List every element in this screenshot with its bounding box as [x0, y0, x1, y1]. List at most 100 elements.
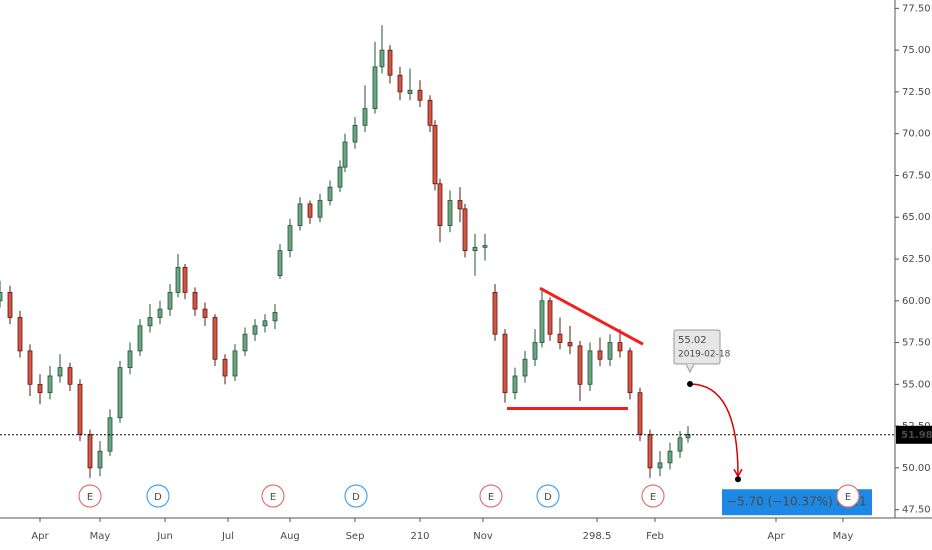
candle-body: [242, 333, 248, 352]
candle-body: [462, 208, 468, 252]
candle-body: [427, 99, 433, 126]
candle-body: [539, 300, 545, 343]
candle-body: [272, 312, 278, 322]
candle-body: [47, 375, 53, 394]
x-tick-label: Jul: [221, 531, 234, 542]
candle-body: [492, 292, 498, 335]
candle-body: [577, 345, 583, 385]
candle-body: [57, 367, 63, 377]
candle-body: [567, 342, 573, 347]
candle-body: [307, 203, 313, 218]
candle-body: [447, 200, 453, 226]
candle-body: [379, 49, 385, 68]
event-marker: [261, 484, 285, 508]
candle-body: [557, 333, 563, 343]
candle-body: [127, 350, 133, 369]
event-label: D: [154, 492, 162, 503]
candle-body: [457, 200, 463, 210]
candle-body: [327, 186, 333, 201]
candle-body: [637, 392, 643, 435]
forecast-date: 2019-02-18: [678, 349, 731, 359]
candle-body: [137, 325, 143, 352]
y-tick-label: 75.00: [902, 45, 931, 56]
event-marker: [479, 484, 503, 508]
x-tick-label: Nov: [473, 531, 493, 542]
forecast-result: −5.70 (−10.37%) in 21: [727, 495, 867, 509]
candle-body: [192, 292, 198, 310]
x-tick-label: Sep: [346, 531, 365, 542]
candle-body: [547, 300, 553, 335]
candle-body: [407, 89, 413, 94]
candle-body: [202, 308, 208, 318]
candle-body: [647, 434, 653, 469]
tooltip-pointer: [685, 363, 695, 374]
event-marker: [78, 484, 102, 508]
candle-body: [677, 437, 683, 452]
x-tick-label: Feb: [646, 531, 664, 542]
x-tick-label: May: [90, 531, 111, 542]
candle-body: [417, 89, 423, 101]
candle-body: [617, 342, 623, 352]
candle-body: [432, 124, 438, 185]
forecast-tooltip: [673, 329, 721, 365]
candle-body: [502, 333, 508, 394]
candle-body: [607, 342, 613, 360]
candle-body: [512, 375, 518, 394]
candle-body: [317, 200, 323, 218]
event-label: D: [544, 492, 552, 503]
candle-body: [182, 266, 188, 293]
price-label-box: [896, 425, 932, 444]
candle-body: [77, 383, 83, 435]
event-marker: [641, 484, 665, 508]
candle-body: [352, 124, 358, 143]
y-tick-label: 70.00: [902, 129, 931, 140]
candle-body: [252, 325, 258, 335]
candle-body: [277, 250, 283, 277]
candle-body: [532, 342, 538, 360]
candle-body: [0, 292, 3, 302]
price-label: 51.98: [901, 430, 932, 441]
candle-body: [262, 320, 268, 327]
event-label: E: [488, 492, 494, 503]
forecast-start: [687, 380, 693, 387]
y-tick-label: 72.50: [902, 87, 931, 98]
candle-body: [97, 450, 103, 469]
candle-body: [212, 317, 218, 360]
candle-body: [67, 367, 73, 385]
candle-body: [372, 66, 378, 110]
candle-body: [362, 108, 368, 126]
candle-body: [342, 141, 348, 168]
candle-body: [157, 308, 163, 318]
candle-body: [27, 350, 33, 385]
candle-body: [37, 383, 43, 394]
candle-body: [397, 74, 403, 93]
forecast-arrow: [689, 383, 739, 476]
candle-body: [437, 183, 443, 226]
candle-body: [175, 266, 181, 293]
candle-body: [667, 450, 673, 464]
x-tick-label: May: [833, 531, 854, 542]
candle-body: [627, 350, 633, 394]
event-marker: [536, 484, 560, 508]
y-tick-label: 77.50: [902, 3, 931, 14]
candle-body: [482, 245, 488, 248]
x-tick-label: 210: [410, 531, 429, 542]
y-tick-label: 50.00: [902, 463, 931, 474]
x-tick-label: Jun: [156, 531, 173, 542]
candle-body: [337, 166, 343, 188]
candle-body: [117, 367, 123, 419]
y-tick-label: 67.50: [902, 170, 931, 181]
event-label: E: [87, 492, 93, 503]
candle-body: [147, 317, 153, 327]
candle-body: [167, 292, 173, 310]
candle-body: [287, 225, 293, 252]
x-tick-label: Apr: [767, 531, 785, 542]
y-tick-label: 57.50: [902, 338, 931, 349]
forecast-price: 55.02: [678, 335, 707, 346]
candle-body: [17, 317, 23, 352]
candle-body: [222, 358, 228, 377]
candle-body: [387, 49, 393, 76]
event-label: D: [352, 492, 360, 503]
